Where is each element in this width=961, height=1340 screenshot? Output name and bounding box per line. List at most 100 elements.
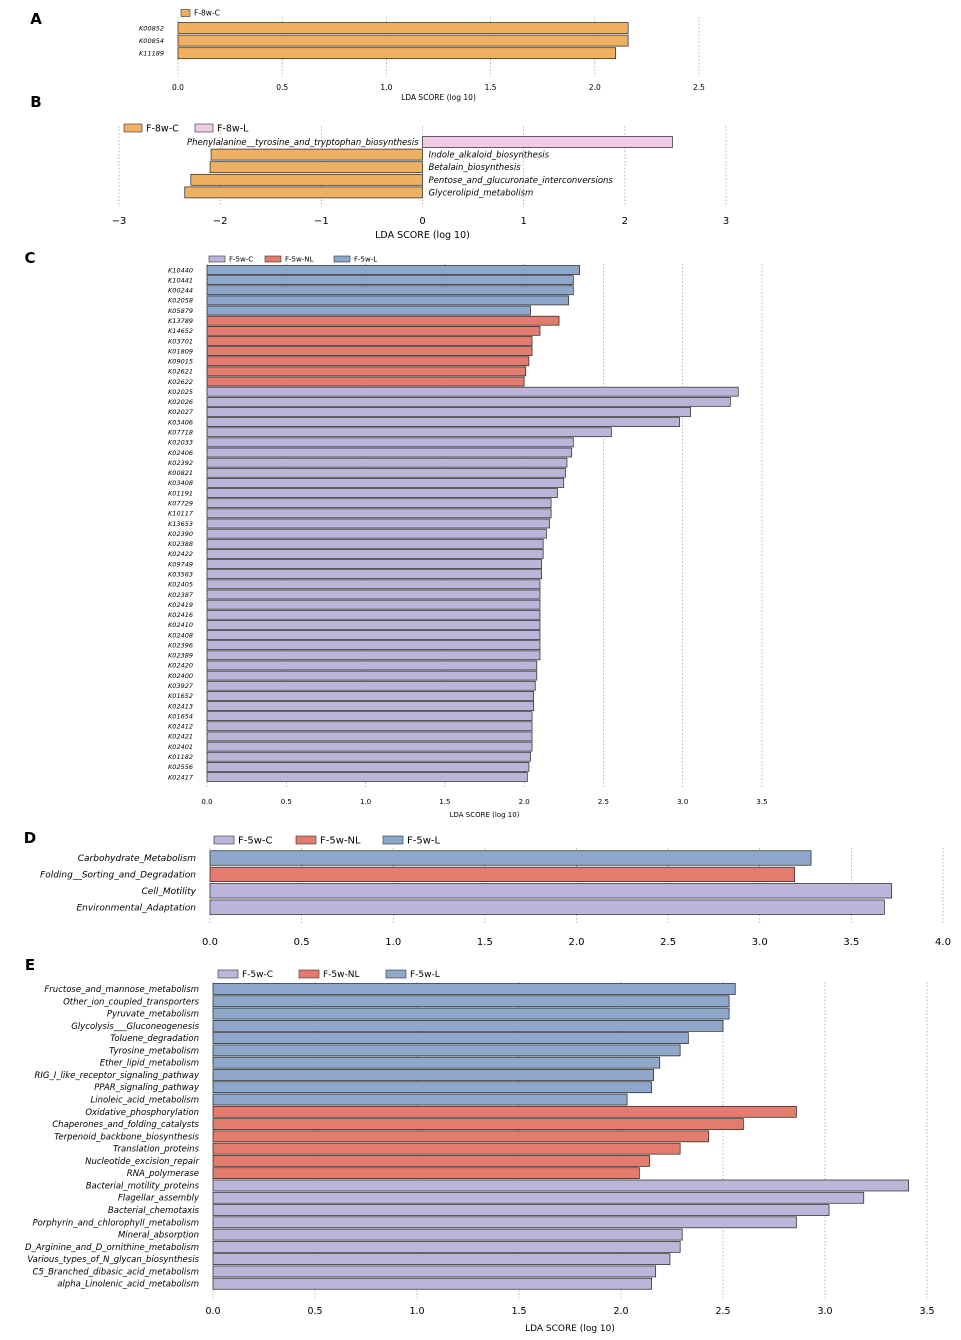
- bar: [212, 1155, 650, 1167]
- legend-label: F-8w-L: [217, 123, 249, 134]
- bar: [206, 498, 552, 509]
- bar: [210, 148, 423, 161]
- chart-panel-d: D F-5w-C F-5w-NL F-5w-L Carbohydrate_Metabol…: [24, 829, 951, 948]
- bar-label: Pentose_and_glucuronate_interconversions: [429, 176, 614, 186]
- bar-label: K02401: [168, 743, 193, 751]
- bar-label: RNA_polymerase: [127, 1169, 199, 1179]
- bar-label: K02421: [168, 733, 193, 741]
- tick-label: 3.5: [756, 798, 767, 806]
- bar-label: K02405: [168, 581, 193, 589]
- bar-label: Folding__Sorting_and_Degradation: [40, 871, 196, 881]
- legend-swatch: [123, 123, 143, 133]
- tick-label: 0.0: [201, 798, 212, 806]
- bar: [206, 366, 527, 377]
- legend-label: F-8w-C: [194, 9, 220, 18]
- bar-label: K09015: [168, 358, 193, 366]
- bar: [206, 457, 568, 468]
- bar: [212, 1253, 671, 1266]
- bar: [212, 1105, 797, 1118]
- bar: [177, 34, 629, 47]
- bar: [212, 1056, 661, 1069]
- bar-label: K02390: [168, 530, 193, 538]
- bar-label: Glycerolipid_metabolism: [429, 188, 534, 198]
- bar: [206, 467, 566, 478]
- tick-label: 2.5: [693, 83, 705, 92]
- bar: [206, 528, 547, 539]
- bar: [206, 518, 550, 529]
- bar: [209, 899, 885, 915]
- legend-label: F-5w-NL: [285, 255, 313, 263]
- legend-label: F-5w-L: [354, 255, 377, 263]
- legend-swatch: [333, 255, 351, 263]
- tick-label: 0.5: [281, 798, 292, 806]
- bar: [206, 488, 558, 498]
- tick-label: 0.5: [307, 1306, 322, 1317]
- tick-label: 1.5: [511, 1306, 526, 1317]
- bar: [209, 161, 423, 174]
- tick-label: 2.0: [613, 1306, 628, 1317]
- bar-label: K02388: [168, 540, 193, 548]
- bar: [206, 762, 530, 772]
- bar-label: K03927: [168, 682, 194, 690]
- bar: [422, 136, 673, 148]
- legend-swatch: [264, 255, 282, 263]
- bar: [206, 478, 565, 488]
- axis-label: LDA SCORE (log 10): [450, 811, 520, 819]
- bar-label: Linoleic_acid_metabolism: [90, 1095, 199, 1105]
- bar: [206, 691, 535, 701]
- bar-label: Flagellar_assembly: [118, 1194, 200, 1204]
- tick-label: −1: [314, 216, 329, 227]
- legend-label: F-5w-NL: [323, 970, 360, 980]
- tick-label: 2.0: [519, 798, 530, 806]
- legend-swatch: [208, 255, 226, 263]
- bar-label: K07729: [168, 499, 193, 507]
- bar: [206, 630, 541, 640]
- bar-label: K00854: [139, 37, 164, 45]
- bar: [212, 1007, 730, 1020]
- legend-label: F-8w-C: [146, 123, 179, 134]
- bar: [206, 599, 541, 610]
- bar: [206, 356, 530, 367]
- axis-label: LDA SCORE (log 10): [525, 1324, 615, 1334]
- bar-label: Tyrosine_metabolism: [109, 1046, 199, 1056]
- bar-label: K03701: [168, 337, 193, 345]
- axis-label: LDA SCORE (log 10): [401, 93, 476, 102]
- bar: [206, 376, 525, 387]
- bar-label: K02622: [168, 378, 193, 386]
- bar: [206, 660, 538, 671]
- bar: [206, 721, 533, 732]
- bar-label: Chaperones_and_folding_catalysts: [52, 1120, 199, 1130]
- bar: [190, 173, 423, 186]
- tick-label: 0.0: [202, 937, 218, 948]
- bar-label: K00852: [139, 24, 164, 32]
- panel-label-b: B: [30, 93, 41, 111]
- tick-label: 2.0: [569, 937, 585, 948]
- chart-panel-b: B F-8w-C F-8w-L Phenylalanine__tyrosine_and…: [30, 93, 729, 241]
- tick-label: 0.5: [294, 937, 310, 948]
- bar-label: K03406: [168, 418, 193, 426]
- bar-label: K13653: [168, 520, 193, 528]
- bar-label: Cell_Motility: [142, 887, 197, 897]
- bar-label: K01182: [168, 753, 193, 761]
- bar-label: Other_ion_coupled_transporters: [63, 997, 199, 1007]
- legend-swatch: [217, 969, 239, 979]
- bar: [206, 741, 533, 752]
- tick-label: 3.0: [752, 937, 768, 948]
- bar: [212, 1019, 724, 1032]
- bar-label: K01652: [168, 692, 193, 700]
- bar-label: K02025: [168, 388, 193, 396]
- bar-label: K02027: [168, 408, 194, 416]
- bar-label: K09749: [168, 560, 193, 568]
- bar-label: K11189: [139, 49, 164, 57]
- bar: [212, 1241, 681, 1253]
- legend-label: F-5w-C: [229, 255, 253, 263]
- bar-label: K02417: [168, 773, 194, 781]
- bar: [209, 883, 893, 899]
- legend-swatch: [382, 835, 404, 845]
- tick-label: 1.0: [385, 937, 401, 948]
- bar: [206, 559, 542, 569]
- tick-label: 3.0: [677, 798, 688, 806]
- bar-label: K13789: [168, 317, 193, 325]
- bar: [206, 772, 528, 782]
- bar: [212, 1081, 652, 1094]
